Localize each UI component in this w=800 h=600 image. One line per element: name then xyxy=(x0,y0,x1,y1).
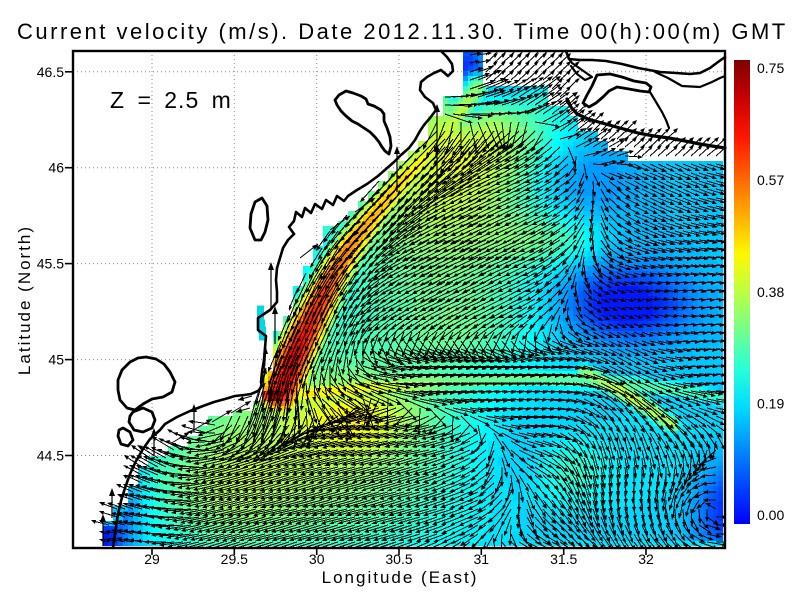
svg-text:46.5: 46.5 xyxy=(37,64,64,80)
svg-text:45: 45 xyxy=(48,352,64,368)
svg-text:44.5: 44.5 xyxy=(37,448,64,464)
svg-text:0.19: 0.19 xyxy=(757,396,784,412)
svg-text:31.5: 31.5 xyxy=(550,551,577,567)
svg-text:30: 30 xyxy=(309,551,325,567)
svg-text:31: 31 xyxy=(474,551,490,567)
svg-text:32: 32 xyxy=(638,551,654,567)
svg-text:Longitude (East): Longitude (East) xyxy=(322,568,479,587)
svg-text:Z = 2.5 m: Z = 2.5 m xyxy=(110,87,232,113)
svg-text:0.57: 0.57 xyxy=(757,172,784,188)
svg-text:0.38: 0.38 xyxy=(757,284,784,300)
svg-text:30.5: 30.5 xyxy=(385,551,412,567)
svg-text:29.5: 29.5 xyxy=(221,551,248,567)
svg-text:29: 29 xyxy=(144,551,160,567)
svg-text:0.00: 0.00 xyxy=(757,507,784,523)
svg-text:0.75: 0.75 xyxy=(757,60,784,76)
svg-text:45.5: 45.5 xyxy=(37,256,64,272)
svg-text:Latitude (North): Latitude (North) xyxy=(15,225,34,375)
svg-text:Current velocity (m/s). Date 2: Current velocity (m/s). Date 2012.11.30.… xyxy=(17,19,788,44)
svg-text:46: 46 xyxy=(48,160,64,176)
